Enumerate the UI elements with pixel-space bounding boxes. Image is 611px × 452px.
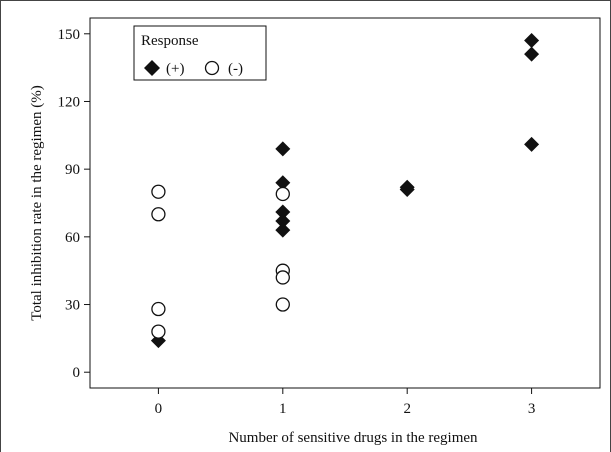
y-axis: 0 30 60 90 120 150	[58, 27, 90, 381]
data-point-positive	[275, 141, 291, 157]
data-point-positive	[524, 33, 540, 49]
y-tick-label: 90	[65, 162, 80, 178]
data-point-positive	[524, 46, 540, 62]
legend-circle-icon	[204, 60, 220, 76]
x-axis-label: Number of sensitive drugs in the regimen	[228, 430, 478, 446]
y-tick-label: 30	[65, 298, 80, 314]
x-axis: 0 1 2 3	[155, 388, 536, 417]
data-point-positive	[399, 181, 415, 197]
data-point-negative	[275, 297, 290, 312]
y-axis-label: Total inhibition rate in the regimen (%)	[29, 85, 45, 321]
y-tick-label: 120	[58, 94, 81, 110]
data-point-negative	[151, 207, 166, 222]
data-point-positive	[275, 222, 291, 238]
x-tick-label: 1	[279, 401, 287, 417]
data-point-negative	[275, 186, 290, 202]
data-point-positive	[524, 136, 540, 152]
plot-area	[89, 17, 601, 389]
data-point-positive	[275, 213, 291, 229]
y-tick-label: 0	[73, 365, 81, 381]
data-point-negative	[151, 324, 166, 339]
data-point-positive	[275, 204, 291, 220]
legend-label-positive: (+)	[166, 61, 184, 77]
x-tick-label: 3	[528, 401, 536, 417]
legend-diamond-icon	[144, 60, 160, 76]
legend: Response (+) (-)	[133, 25, 267, 81]
data-point-negative	[151, 301, 166, 317]
data-points	[150, 33, 540, 349]
legend-label-negative: (-)	[228, 61, 243, 77]
data-point-negative	[275, 270, 290, 285]
data-point-negative	[151, 184, 166, 199]
y-tick-label: 150	[58, 27, 81, 43]
data-point-positive	[275, 175, 291, 191]
y-tick-label: 60	[65, 230, 80, 246]
x-tick-label: 0	[155, 401, 163, 417]
x-tick-label: 2	[403, 401, 411, 417]
legend-title: Response	[141, 33, 199, 49]
